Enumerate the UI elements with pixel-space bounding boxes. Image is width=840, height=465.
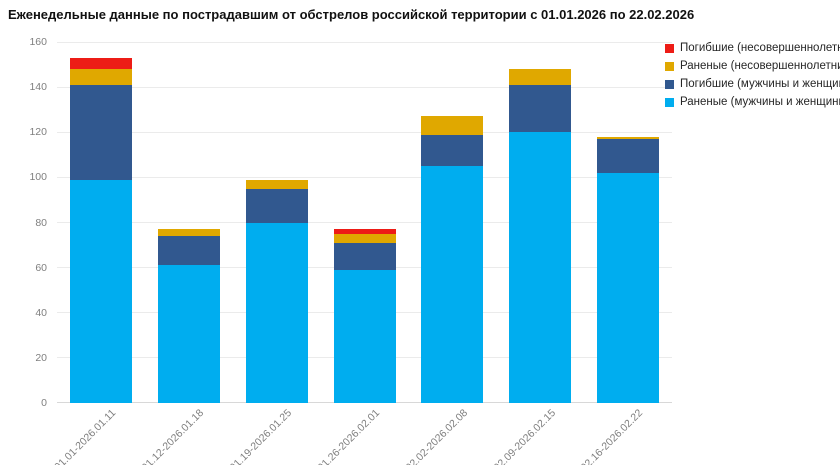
bar-segment [69,179,132,403]
legend-swatch-icon [665,44,674,53]
x-tick-label: 2026.02.09-2026.02.15 [472,407,558,465]
bar-segment [333,233,396,243]
y-tick-label: 60 [35,261,47,274]
bar-segment [597,136,660,140]
gridline [57,131,672,133]
bar-segment [245,179,308,189]
bar-segment [157,236,220,266]
y-tick-label: 100 [29,171,47,184]
legend: Погибшие (несовершеннолетние) Раненые (не… [665,42,840,114]
legend-label: Погибшие (несовершеннолетние) [680,42,840,54]
legend-label: Раненые (мужчины и женщины) [680,96,840,108]
bar-segment [245,222,308,403]
bar-segment [597,172,660,403]
legend-item: Раненые (несовершеннолетние) [665,60,840,73]
legend-swatch-icon [665,62,674,71]
bar-segment [421,116,484,135]
x-tick-label: 2026.01.26-2026.02.01 [296,407,382,465]
x-tick-label: 2026.01.12-2026.01.18 [120,407,207,465]
plot-area [57,41,672,403]
gridline [57,222,672,223]
y-tick-label: 40 [35,306,47,319]
y-tick-label: 120 [29,126,47,139]
bar-segment [333,242,396,270]
bar-segment [509,84,572,133]
bar-segment [421,134,484,167]
y-tick-label: 20 [35,351,47,364]
gridline [57,41,672,43]
legend-item: Раненые (мужчины и женщины) [665,96,840,109]
gridline [57,176,672,178]
bar-segment [333,269,396,403]
x-tick-label: 2026.01.01-2026.01.11 [33,407,119,465]
legend-swatch-icon [665,98,674,107]
bar-segment [509,69,572,85]
bar-segment [69,84,132,180]
legend-label: Погибшие (мужчины и женщины) [680,78,840,90]
bar-segment [597,139,660,173]
y-tick-label: 160 [29,36,47,48]
legend-item: Погибшие (несовершеннолетние) [665,42,840,55]
bar-segment [69,57,132,70]
y-tick-label: 80 [35,216,47,229]
bar-segment [157,229,220,237]
y-tick-label: 140 [29,81,47,94]
bar-segment [333,229,396,234]
x-tick-label: 2026.02.16-2026.02.22 [560,407,646,465]
y-tick-label: 0 [41,397,47,409]
bar-segment [421,166,484,403]
chart-title: Еженедельные данные по пострадавшим от о… [8,7,695,22]
gridline [57,86,672,88]
legend-item: Погибшие (мужчины и женщины) [665,78,840,91]
x-tick-label: 2026.02.02-2026.02.08 [384,407,470,465]
legend-label: Раненые (несовершеннолетние) [680,60,840,72]
bar-segment [509,132,572,403]
bar-segment [245,188,308,223]
bar-segment [157,265,220,403]
bar-segment [69,69,132,85]
legend-swatch-icon [665,80,674,89]
x-tick-label: 2026.01.19-2026.01.25 [208,407,295,465]
